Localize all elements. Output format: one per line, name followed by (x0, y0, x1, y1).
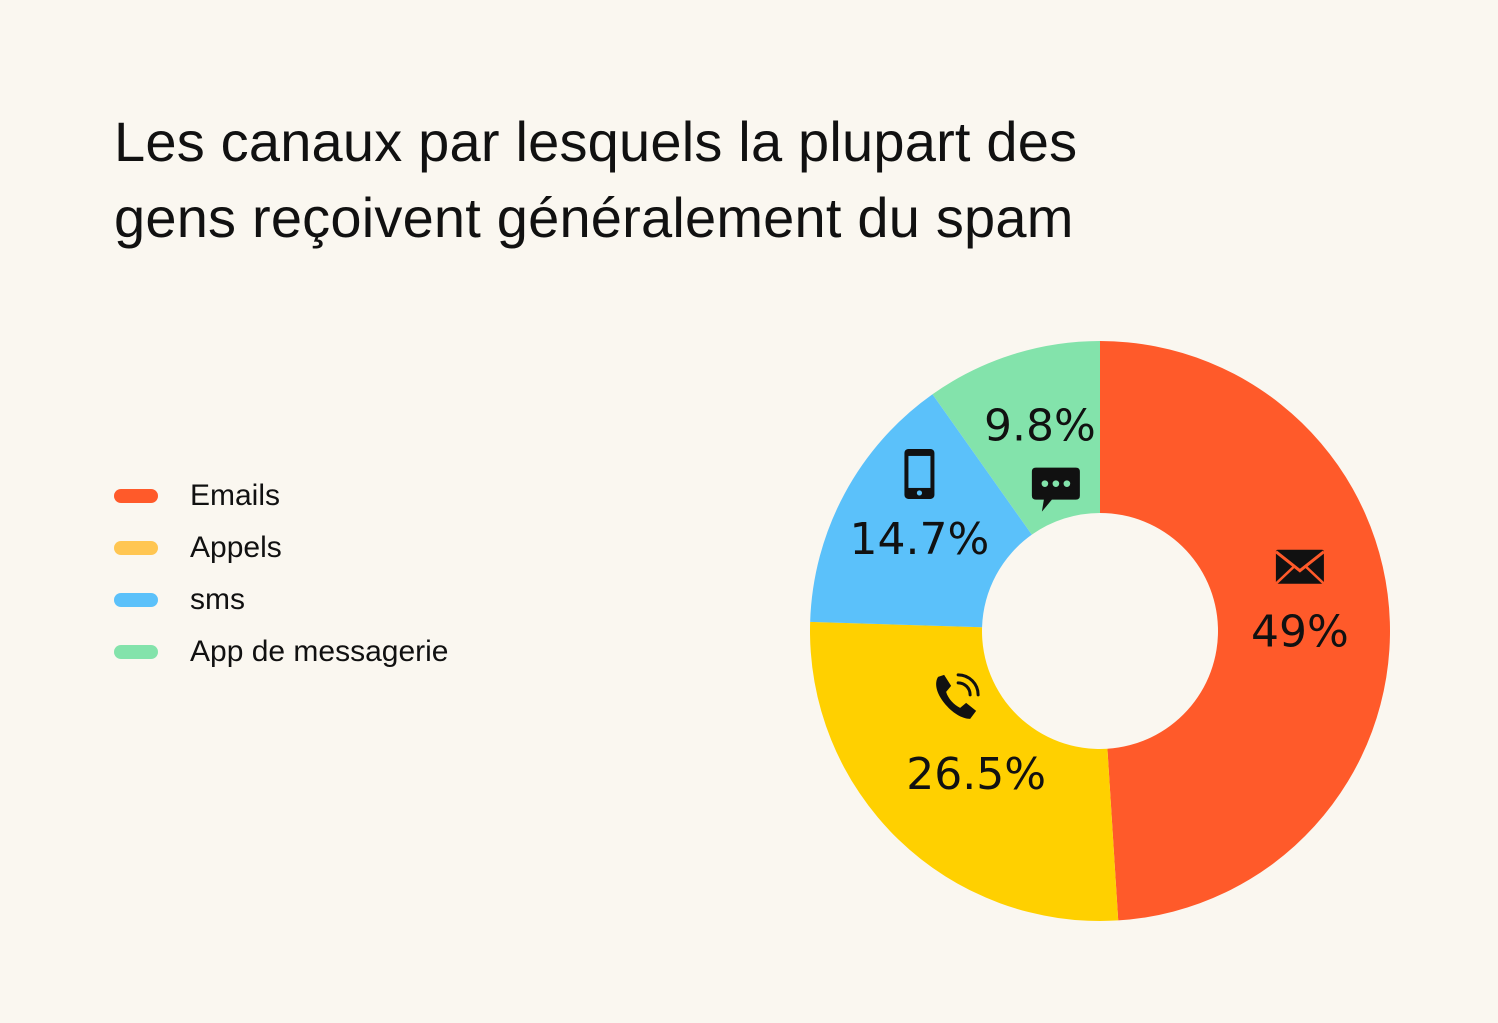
legend-swatch (114, 593, 158, 607)
legend-swatch (114, 541, 158, 555)
legend-label: Emails (190, 479, 281, 512)
mobile-phone-icon (904, 448, 935, 499)
legend-swatch (114, 645, 158, 659)
slice-label-sms: 14.7% (850, 514, 990, 565)
legend-item-emails: Emails (114, 470, 449, 522)
legend-label: App de messagerie (190, 635, 449, 668)
slice-sms (810, 394, 1032, 628)
slice-appels (810, 621, 1119, 921)
legend-swatch (114, 489, 158, 503)
legend-label: Appels (190, 531, 282, 564)
legend-item-app-messagerie: App de messagerie (114, 626, 449, 678)
phone-icon (936, 673, 980, 719)
slice-labels: 49% 26.5% 14.7% 9.8% (850, 401, 1349, 800)
slice-label-appels: 26.5% (906, 749, 1046, 800)
slice-emails (1100, 341, 1390, 921)
legend-label: sms (190, 583, 245, 616)
legend-item-sms: sms (114, 574, 449, 626)
chart-title: Les canaux par lesquels la plupart des g… (114, 110, 1078, 249)
slice-icons (904, 448, 1325, 719)
legend-item-appels: Appels (114, 522, 449, 574)
legend: Emails Appels sms App de messagerie (114, 470, 449, 678)
chat-bubble-icon (1031, 467, 1080, 512)
slice-label-emails: 49% (1251, 607, 1349, 658)
slice-label-app-de-messagerie: 9.8% (984, 401, 1096, 452)
envelope-icon (1274, 549, 1325, 585)
